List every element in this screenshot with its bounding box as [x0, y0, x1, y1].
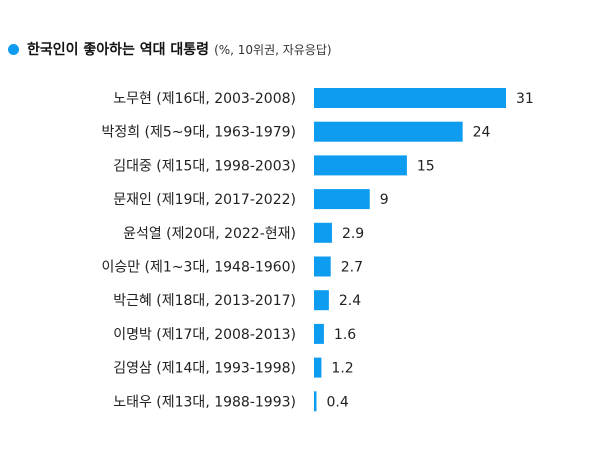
- bar: [314, 222, 332, 243]
- value-label: 2.4: [339, 293, 361, 309]
- category-label: 이명박 (제17대, 2008-2013): [113, 327, 296, 343]
- category-label: 김대중 (제15대, 1998-2003): [113, 158, 296, 174]
- value-label: 9: [380, 192, 389, 208]
- value-label: 24: [473, 125, 491, 141]
- chart-title: 한국인이 좋아하는 역대 대통령: [27, 42, 210, 58]
- value-label: 1.2: [331, 361, 353, 377]
- series-marker-dot: [8, 43, 19, 55]
- value-label: 0.4: [326, 394, 348, 410]
- chart-subtitle: (%, 10위권, 자유응답): [214, 42, 332, 57]
- chart-header: 한국인이 좋아하는 역대 대통령 (%, 10위권, 자유응답): [8, 38, 332, 60]
- bar: [314, 155, 407, 176]
- bar: [314, 121, 463, 142]
- bar: [314, 323, 324, 344]
- bar: [314, 88, 506, 108]
- category-label: 박정희 (제5~9대, 1963-1979): [101, 125, 296, 141]
- bar: [314, 391, 317, 412]
- category-label: 윤석열 (제20대, 2022-현재): [123, 226, 296, 242]
- category-label: 김영삼 (제14대, 1993-1998): [113, 361, 296, 377]
- bar: [314, 189, 370, 210]
- bar: [314, 290, 329, 311]
- value-label: 31: [516, 91, 534, 107]
- bar: [314, 357, 322, 378]
- category-label: 문재인 (제19대, 2017-2022): [113, 192, 296, 208]
- category-label: 노무현 (제16대, 2003-2008): [113, 91, 296, 107]
- category-label: 박근혜 (제18대, 2013-2017): [113, 293, 296, 309]
- category-label: 노태우 (제13대, 1988-1993): [113, 394, 296, 410]
- value-label: 1.6: [334, 327, 356, 343]
- value-label: 15: [417, 158, 435, 174]
- value-label: 2.9: [342, 226, 364, 242]
- bar: [314, 256, 331, 277]
- category-label: 이승만 (제1~3대, 1948-1960): [101, 260, 296, 276]
- value-label: 2.7: [341, 260, 363, 276]
